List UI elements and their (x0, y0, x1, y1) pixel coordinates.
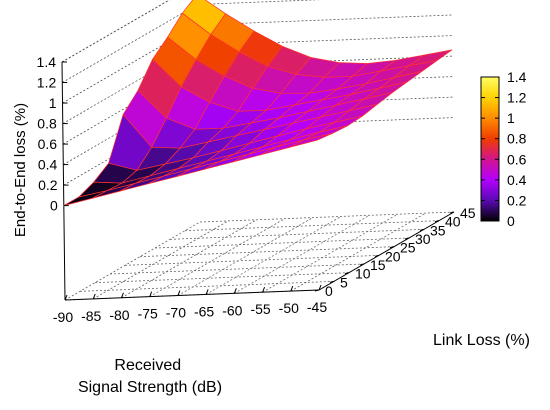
x-tick-label: -85 (81, 308, 101, 324)
floor-gridline (290, 212, 426, 292)
x-tick (290, 285, 294, 292)
z-axis: 0 0.2 0.4 0.6 0.8 1 1.2 1.4 (37, 54, 69, 214)
colorbar-tick-label: 1 (507, 110, 515, 126)
y-tick-label: 15 (370, 257, 386, 273)
x-tick (64, 294, 68, 301)
z-axis-line (61, 61, 66, 301)
floor-gridline (154, 237, 410, 249)
x-tick-label: -50 (279, 300, 299, 316)
y-tick-label: 0 (325, 283, 333, 299)
floor-gridline (184, 220, 440, 232)
y-tick (344, 272, 350, 275)
y-tick-label: 25 (400, 240, 416, 256)
floor-gridline (121, 219, 257, 299)
y-tick (359, 263, 365, 266)
floor-gridline (234, 214, 370, 294)
floor-gridline (177, 217, 314, 296)
x-tick (177, 290, 181, 296)
z-tick-label: 0.6 (38, 136, 58, 152)
x-tick-label: -60 (222, 302, 242, 318)
surface-mesh (63, 0, 453, 206)
y-tick-label: 45 (460, 205, 476, 221)
x-tick-label: -80 (109, 307, 129, 323)
colorbar-tick-label: 0.4 (507, 172, 527, 188)
colorbar-tick-label: 1.4 (507, 69, 527, 85)
x-axis-line (64, 289, 320, 301)
x-tick (318, 284, 322, 291)
z-axis-label: End-to-End loss (%) (12, 103, 29, 237)
x-tick-label: -90 (53, 309, 73, 325)
floor-gridline (139, 246, 395, 258)
y-tick (314, 289, 320, 292)
x-tick (120, 292, 124, 298)
x-axis-label-line1: Received (114, 357, 181, 374)
y-tick (374, 254, 380, 257)
wall-gridline (62, 35, 452, 124)
x-tick-label: -55 (250, 301, 270, 317)
surface-cell (288, 133, 333, 148)
y-tick (404, 237, 410, 240)
colorbar-ticks: 0 0.2 0.4 0.6 0.8 1 1.2 1.4 (481, 69, 527, 229)
colorbar-tick-label: 1.2 (507, 90, 527, 106)
y-tick-label: 10 (355, 266, 371, 282)
z-tick-label: 0.8 (37, 116, 57, 132)
wall-gridline (62, 14, 452, 104)
x-tick-label: -45 (307, 299, 327, 315)
z-tick-label: 0 (50, 198, 58, 214)
y-tick-label: 20 (385, 248, 401, 264)
floor-gridline (124, 254, 380, 266)
y-axis-line (318, 211, 455, 291)
x-tick-label: -70 (166, 305, 186, 321)
y-tick (329, 280, 335, 283)
y-tick-label: 35 (430, 222, 446, 238)
floor-gridline (93, 220, 229, 300)
x-tick (233, 288, 237, 294)
x-axis-label: Received Signal Strength (dB) (78, 357, 222, 396)
y-tick-label: 30 (415, 231, 431, 247)
floor-gridline (94, 272, 350, 284)
x-tick (92, 293, 96, 300)
y-tick (419, 228, 425, 231)
colorbar-tick-label: 0.2 (507, 192, 527, 208)
y-tick (449, 211, 455, 214)
x-tick (205, 289, 209, 295)
colorbar-tick-label: 0.6 (507, 151, 527, 167)
y-tick-label: 40 (445, 214, 461, 230)
z-tick-label: 0.4 (38, 157, 58, 173)
z-tick-label: 1 (49, 95, 57, 111)
colorbar-tick-label: 0 (507, 213, 515, 229)
axis-box-edges (61, 61, 455, 301)
x-tick-label: -65 (194, 303, 214, 319)
floor-gridline (199, 211, 455, 223)
wall-gridline (62, 55, 453, 145)
y-tick (389, 246, 395, 249)
wall-gridline (63, 117, 453, 206)
y-tick (434, 220, 440, 223)
floor-gridline (262, 213, 398, 293)
y-tick-label: 5 (340, 274, 348, 290)
floor-gridline (169, 228, 425, 240)
x-tick (149, 291, 153, 297)
x-tick (262, 287, 266, 293)
y-axis-label: Link Loss (%) (433, 332, 530, 349)
floor-gridline (64, 221, 201, 301)
z-tick-label: 1.2 (37, 75, 57, 91)
x-axis: -90 -85 -80 -75 -70 -65 -60 -55 -50 -45 (53, 284, 327, 325)
x-tick-label: -75 (138, 306, 158, 322)
z-tick-label: 1.4 (37, 54, 57, 70)
x-axis-label-line2: Signal Strength (dB) (78, 379, 222, 396)
colorbar-tick-label: 0.8 (507, 131, 527, 147)
floor-gridline (149, 218, 285, 298)
floor-gridline (109, 263, 365, 275)
floor-gridline (79, 280, 335, 292)
z-tick-label: 0.2 (38, 177, 58, 193)
colorbar (480, 76, 500, 222)
floor-gridline (205, 216, 342, 295)
